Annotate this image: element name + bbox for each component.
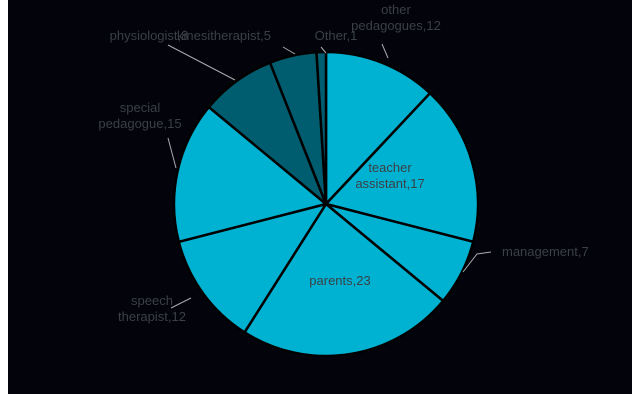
label-line: speech	[131, 293, 173, 308]
label-teacher-assistant: teacher assistant,17	[355, 160, 424, 191]
leader-line-other	[320, 46, 327, 54]
leader-line-speech-therapist	[170, 297, 192, 309]
label-other: Other,1	[315, 28, 358, 43]
label-kinesitherapist: kinesitherapist,5	[177, 28, 271, 43]
label-line: pedagogue,15	[98, 116, 181, 131]
label-line: teacher	[368, 160, 412, 175]
label-line: other	[381, 2, 411, 17]
label-line: assistant,17	[355, 176, 424, 191]
pie-chart: other pedagogues,12 teacher assistant,17 man…	[98, 2, 589, 358]
leader-line-kinesitherapist	[282, 46, 296, 55]
label-special-pedagogue: special pedagogue,15	[98, 100, 181, 131]
label-speech-therapist: speech therapist,12	[118, 293, 186, 324]
pie-slice-speech-therapist	[177, 202, 329, 335]
label-other-pedagogues: other pedagogues,12	[351, 2, 441, 33]
label-management: management,7	[502, 244, 589, 259]
label-line: physiologist,8	[110, 28, 189, 43]
pie-slices	[172, 50, 480, 358]
leader-line-management	[462, 251, 492, 273]
pie-slice-special-pedagogue	[172, 105, 329, 244]
label-line: therapist,12	[118, 309, 186, 324]
label-parents: parents,23	[309, 273, 370, 288]
leader-line-physiologist	[167, 44, 236, 81]
leader-lines	[167, 43, 492, 309]
label-physiologist: physiologist,8	[110, 28, 189, 43]
chart-frame: other pedagogues,12 teacher assistant,17 man…	[8, 0, 632, 394]
slice-labels: other pedagogues,12 teacher assistant,17 man…	[98, 2, 588, 324]
label-line: management,7	[502, 244, 589, 259]
pie-slice-other-pedagogues	[324, 50, 432, 208]
label-line: parents,23	[309, 273, 370, 288]
label-line: Other,1	[315, 28, 358, 43]
leader-line-other-pedagogues	[381, 43, 389, 59]
pie-slice-teacher-assistant	[323, 91, 480, 244]
label-line: kinesitherapist,5	[177, 28, 271, 43]
leader-line-special-pedagogue	[167, 137, 177, 169]
pie-slice-other	[315, 50, 328, 205]
pie-slice-parents	[242, 202, 445, 358]
label-line: special	[120, 100, 161, 115]
label-line: pedagogues,12	[351, 18, 441, 33]
